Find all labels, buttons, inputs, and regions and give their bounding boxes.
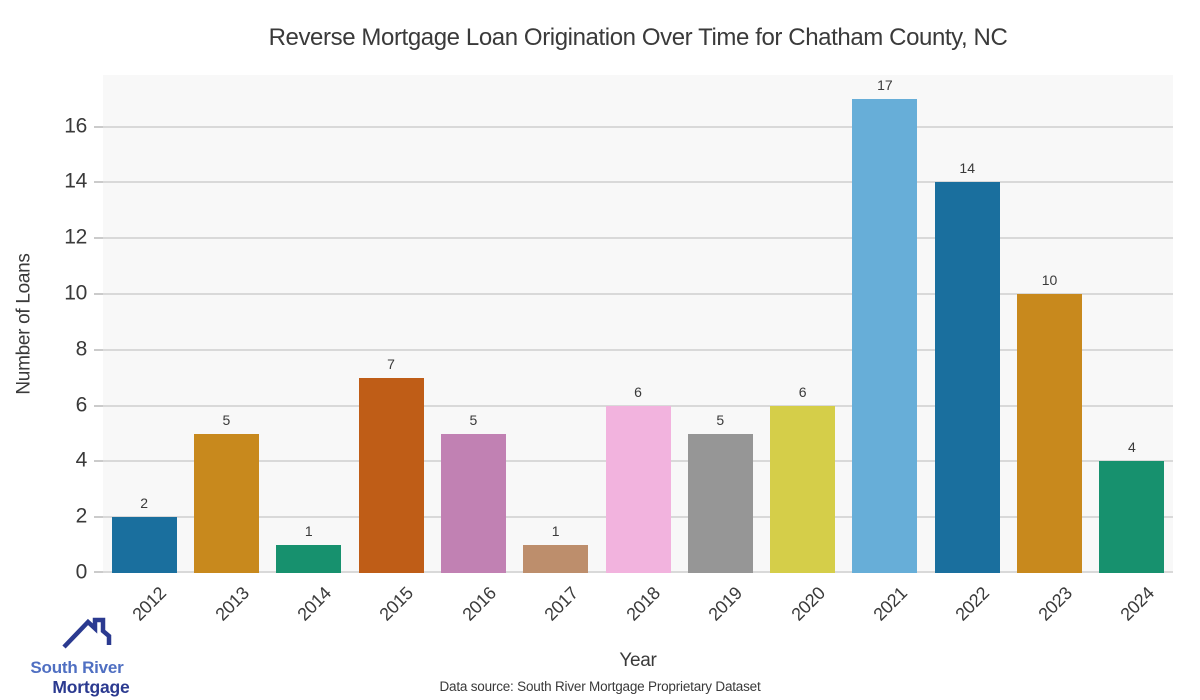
y-tick-label: 8 (75, 337, 88, 361)
gridline (103, 181, 1173, 183)
bar (111, 517, 177, 573)
gridline (103, 126, 1173, 128)
y-tick-label: 16 (64, 114, 87, 138)
bar-value-label: 5 (716, 412, 725, 428)
bar-value-label: 2 (140, 495, 149, 511)
data-source-note: Data source: South River Mortgage Propri… (439, 679, 761, 694)
bar (1017, 294, 1083, 573)
y-tick-mark (94, 349, 103, 351)
bar-value-label: 10 (1041, 272, 1058, 288)
bar-value-label: 6 (798, 384, 807, 400)
logo-text-line2: Mortgage (52, 677, 130, 697)
bar (770, 406, 836, 573)
bar (193, 434, 259, 573)
y-tick-label: 12 (64, 225, 87, 249)
x-tick-label: 2023 (1034, 583, 1076, 625)
chart-title: Reverse Mortgage Loan Origination Over T… (268, 24, 1008, 51)
x-tick-label: 2022 (951, 583, 994, 625)
y-tick-mark (94, 405, 103, 407)
y-tick-label: 10 (64, 281, 87, 305)
x-tick-label: 2013 (210, 583, 253, 625)
y-tick-mark (94, 181, 103, 183)
x-tick-label: 2014 (293, 583, 335, 625)
bar (687, 434, 753, 573)
bar (358, 378, 424, 573)
y-tick-label: 2 (75, 504, 88, 528)
y-axis-title: Number of Loans (14, 253, 35, 395)
bar-value-label: 17 (877, 77, 893, 93)
bar (440, 434, 506, 573)
plot-area: 0 2 4 6 8 10 12 14 16 2 2012 5 2013 1 2014 7 2015 5 2016 1 2… (64, 75, 1173, 625)
x-tick-label: 2024 (1116, 583, 1158, 625)
gridline (103, 349, 1173, 351)
house-roof-icon (62, 617, 112, 649)
bar (1099, 461, 1165, 573)
x-tick-label: 2016 (457, 583, 500, 625)
bar-value-label: 5 (222, 412, 231, 428)
logo-text-line1: South River (30, 658, 124, 677)
y-tick-label: 0 (75, 560, 88, 584)
x-tick-label: 2019 (704, 583, 747, 625)
x-tick-label: 2020 (787, 583, 829, 625)
y-tick-label: 14 (64, 169, 87, 193)
bar (605, 406, 671, 573)
y-tick-mark (94, 293, 103, 295)
y-tick-mark (94, 571, 103, 573)
bar (523, 545, 589, 573)
y-tick-mark (94, 460, 103, 462)
x-tick-label: 2017 (540, 583, 582, 625)
bar-value-label: 1 (551, 523, 560, 539)
bar-value-label: 14 (959, 160, 976, 176)
bar-value-label: 4 (1127, 439, 1136, 455)
y-tick-mark (94, 516, 103, 518)
bar-value-label: 1 (304, 523, 313, 539)
y-tick-mark (94, 237, 103, 239)
y-tick-label: 4 (75, 448, 88, 472)
bar-value-label: 7 (387, 356, 395, 372)
y-tick-label: 6 (75, 393, 88, 417)
bar (852, 99, 918, 573)
x-axis-title: Year (619, 650, 657, 671)
bar-value-label: 6 (634, 384, 642, 400)
bar (934, 182, 1000, 573)
gridline (103, 237, 1173, 239)
y-tick-mark (94, 126, 103, 128)
bar (276, 545, 342, 573)
gridline (103, 293, 1173, 295)
bar-value-label: 5 (469, 412, 478, 428)
company-logo: South River Mortgage (18, 614, 150, 698)
x-tick-label: 2018 (622, 583, 665, 625)
y-axis-title-box: Number of Loans (8, 75, 42, 573)
x-tick-label: 2015 (375, 583, 418, 625)
x-tick-label: 2021 (869, 583, 912, 625)
